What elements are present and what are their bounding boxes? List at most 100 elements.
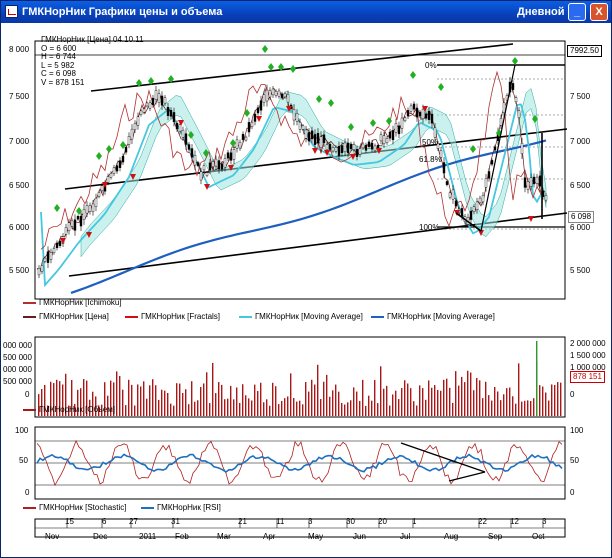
volume-bar: [221, 384, 223, 416]
volume-bar: [83, 379, 85, 416]
volume-bar: [395, 390, 397, 416]
candle-body: [487, 171, 491, 179]
legend-price[interactable]: ГМКНорНик [Цена]: [23, 312, 109, 321]
candle-body: [100, 185, 104, 192]
candle-body: [430, 113, 434, 124]
time-day-label: 21: [238, 517, 247, 526]
close-button[interactable]: X: [590, 3, 608, 21]
volume-bar: [53, 383, 55, 416]
volume-bar: [398, 399, 400, 416]
fractal-down-marker: [256, 116, 262, 122]
volume-bar: [287, 396, 289, 416]
volume-bar: [293, 398, 295, 416]
volume-bar: [401, 388, 403, 416]
fractal-up-marker: [96, 152, 102, 160]
volume-bar: [515, 403, 517, 416]
time-day-label: 20: [378, 517, 387, 526]
candle-body: [529, 177, 533, 187]
last-volume-box: 878 151: [570, 371, 605, 383]
oscillator-plot: [35, 439, 565, 487]
fractal-down-marker: [286, 106, 292, 112]
candle-body: [184, 133, 188, 145]
legend-stochastic[interactable]: ГМКНорНик [Stochastic]: [23, 503, 126, 512]
osc-left-tick: 0: [25, 488, 30, 497]
candle-body: [187, 144, 191, 150]
fractal-up-marker: [244, 109, 250, 117]
time-day-label: 3: [542, 517, 547, 526]
legend-rsi[interactable]: ГМКНорНик [RSI]: [141, 503, 221, 512]
volume-bar: [164, 390, 166, 416]
legend-ichimoku[interactable]: ГМКНорНик [Ichimoku]: [23, 298, 122, 307]
volume-bar: [191, 381, 193, 416]
chart-canvas[interactable]: [1, 23, 611, 557]
candle-body: [121, 156, 125, 163]
volume-bar: [296, 401, 298, 416]
candle-body: [172, 112, 176, 122]
volume-bar: [464, 382, 466, 416]
candle-body: [424, 113, 428, 119]
candle-body: [262, 94, 266, 103]
candle-body: [382, 135, 386, 145]
title-bar[interactable]: ГМКНорНик Графики цены и объема Дневной …: [1, 1, 611, 23]
volume-bar: [110, 380, 112, 416]
candle-body: [196, 162, 200, 166]
time-day-label: 3: [308, 517, 313, 526]
candle-body: [94, 197, 98, 207]
fib-anchor-line: [455, 212, 482, 232]
volume-bar: [422, 388, 424, 416]
volume-bar: [92, 391, 94, 416]
volume-bar: [227, 398, 229, 416]
fractal-up-marker: [370, 119, 376, 127]
volume-bar: [188, 404, 190, 416]
price-left-tick: 5 500: [9, 266, 30, 275]
fractal-down-marker: [312, 148, 318, 154]
candle-body: [292, 109, 296, 121]
period-label[interactable]: Дневной: [517, 6, 565, 18]
legend-fractals[interactable]: ГМКНорНик [Fractals]: [125, 312, 220, 321]
candle-body: [148, 102, 152, 109]
volume-spike-bar: [536, 341, 538, 416]
volume-bar: [455, 371, 457, 416]
minimize-button[interactable]: _: [568, 3, 586, 21]
fractal-down-marker: [130, 174, 136, 180]
volume-bar: [533, 398, 535, 416]
window-title: ГМКНорНик Графики цены и объема: [22, 6, 223, 18]
time-month-label: Oct: [532, 532, 545, 541]
candle-body: [277, 90, 281, 97]
volume-bar: [272, 382, 274, 416]
candle-body: [340, 145, 344, 154]
volume-bar: [326, 374, 328, 416]
fib-label-0: 0%: [425, 61, 437, 70]
volume-bar: [44, 384, 46, 416]
fractal-up-marker: [268, 63, 274, 71]
candle-body: [142, 108, 146, 113]
volume-bar: [509, 387, 511, 416]
rsi-line: [36, 453, 563, 473]
fractal-up-marker: [290, 65, 296, 73]
candle-body: [334, 147, 338, 152]
candle-body: [130, 128, 134, 140]
legend-volume[interactable]: ГМКНорНик [Объем]: [23, 405, 115, 414]
candle-body: [520, 142, 524, 154]
time-month-label: Jul: [400, 532, 411, 541]
candle-body: [220, 163, 224, 170]
candle-body: [193, 155, 197, 166]
volume-bar: [344, 404, 346, 416]
candle-body: [151, 97, 155, 105]
fractal-up-marker: [136, 79, 142, 87]
candle-body: [295, 113, 299, 122]
time-month-label: Apr: [263, 532, 276, 541]
candle-body: [208, 162, 212, 171]
last-price-box: 6 098: [568, 211, 595, 223]
volume-bar: [179, 383, 181, 416]
osc-right-tick: 0: [570, 488, 575, 497]
legend-ma-fast[interactable]: ГМКНорНик [Moving Average]: [239, 312, 363, 321]
candle-body: [346, 142, 350, 153]
time-day-label: 27: [129, 517, 138, 526]
candle-body: [397, 125, 401, 135]
candle-body: [502, 102, 506, 114]
volume-bar: [473, 390, 475, 416]
candle-body: [241, 133, 245, 140]
volume-bar: [428, 380, 430, 416]
legend-ma-slow[interactable]: ГМКНорНик [Moving Average]: [371, 312, 495, 321]
